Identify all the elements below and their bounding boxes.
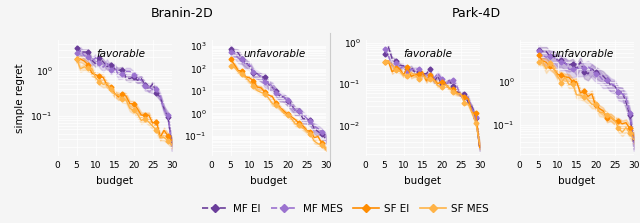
Text: unfavorable: unfavorable — [243, 50, 305, 59]
X-axis label: budget: budget — [96, 176, 133, 186]
X-axis label: budget: budget — [558, 176, 595, 186]
X-axis label: budget: budget — [404, 176, 441, 186]
Text: unfavorable: unfavorable — [551, 50, 613, 59]
Text: favorable: favorable — [404, 50, 452, 59]
Y-axis label: simple regret: simple regret — [15, 63, 25, 133]
Text: favorable: favorable — [96, 50, 145, 59]
Text: Park-4D: Park-4D — [452, 7, 501, 20]
Legend: MF EI, MF MES, SF EI, SF MES: MF EI, MF MES, SF EI, SF MES — [198, 199, 493, 218]
Text: Branin-2D: Branin-2D — [151, 7, 214, 20]
X-axis label: budget: budget — [250, 176, 287, 186]
